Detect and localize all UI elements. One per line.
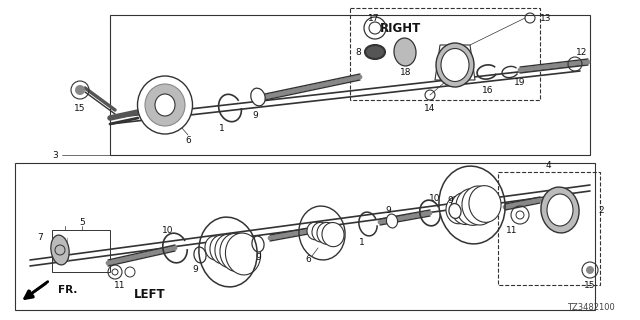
Ellipse shape — [394, 38, 416, 66]
Text: 1: 1 — [359, 237, 365, 246]
Ellipse shape — [220, 233, 252, 272]
Text: 16: 16 — [483, 85, 493, 94]
Bar — [498, 172, 600, 285]
Text: 15: 15 — [74, 103, 86, 113]
Ellipse shape — [225, 233, 260, 275]
Ellipse shape — [317, 222, 337, 244]
Ellipse shape — [541, 187, 579, 233]
Text: 2: 2 — [598, 205, 604, 214]
Text: 19: 19 — [515, 77, 525, 86]
Text: 7: 7 — [37, 233, 43, 242]
Text: 12: 12 — [576, 47, 588, 57]
Text: TZ3482100: TZ3482100 — [567, 303, 615, 313]
Text: 4: 4 — [545, 161, 551, 170]
Polygon shape — [435, 45, 475, 80]
Text: 14: 14 — [424, 103, 436, 113]
Ellipse shape — [155, 94, 175, 116]
Text: 17: 17 — [368, 13, 380, 22]
Ellipse shape — [469, 186, 501, 222]
Ellipse shape — [446, 196, 470, 224]
Ellipse shape — [215, 234, 243, 268]
Text: 6: 6 — [185, 135, 191, 145]
Bar — [350, 8, 540, 100]
Text: RIGHT: RIGHT — [380, 21, 420, 35]
Ellipse shape — [462, 186, 496, 225]
Ellipse shape — [449, 204, 461, 219]
Text: 18: 18 — [400, 68, 412, 76]
Text: 6: 6 — [305, 255, 311, 265]
Text: 15: 15 — [584, 281, 596, 290]
Text: LEFT: LEFT — [134, 289, 166, 301]
Text: 5: 5 — [79, 218, 85, 227]
Ellipse shape — [312, 222, 330, 242]
Bar — [52, 230, 110, 272]
Text: 11: 11 — [506, 226, 518, 235]
Ellipse shape — [365, 45, 385, 59]
Ellipse shape — [436, 43, 474, 87]
Ellipse shape — [547, 194, 573, 226]
Ellipse shape — [441, 49, 469, 82]
Circle shape — [586, 266, 594, 274]
Text: 10: 10 — [163, 226, 173, 235]
Ellipse shape — [194, 247, 206, 263]
Text: 13: 13 — [540, 13, 552, 22]
Text: 9: 9 — [447, 196, 453, 204]
Ellipse shape — [251, 88, 265, 106]
Ellipse shape — [322, 222, 344, 247]
Ellipse shape — [387, 214, 397, 228]
Text: 9: 9 — [255, 253, 261, 262]
Text: 11: 11 — [115, 281, 125, 290]
Text: 8: 8 — [355, 47, 361, 57]
Ellipse shape — [51, 235, 69, 265]
Ellipse shape — [307, 222, 323, 240]
Text: FR.: FR. — [58, 285, 77, 295]
Ellipse shape — [456, 189, 488, 225]
Ellipse shape — [252, 236, 264, 252]
Ellipse shape — [451, 192, 479, 225]
Text: 9: 9 — [252, 110, 258, 119]
Text: 3: 3 — [52, 150, 58, 159]
Text: 9: 9 — [385, 205, 391, 214]
Circle shape — [75, 85, 85, 95]
Text: 9: 9 — [192, 266, 198, 275]
Text: 1: 1 — [219, 124, 225, 132]
Ellipse shape — [205, 236, 225, 260]
Ellipse shape — [145, 84, 185, 126]
Ellipse shape — [210, 235, 234, 264]
Ellipse shape — [138, 76, 193, 134]
Text: 10: 10 — [429, 194, 441, 203]
